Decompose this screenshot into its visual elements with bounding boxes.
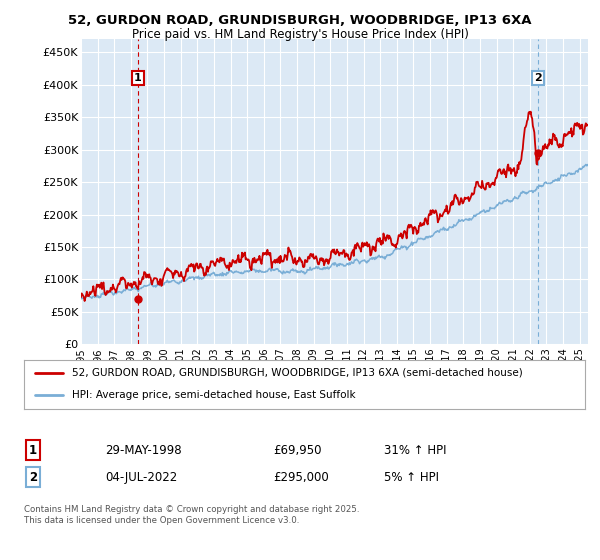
- Text: 5% ↑ HPI: 5% ↑ HPI: [384, 470, 439, 484]
- Text: £295,000: £295,000: [273, 470, 329, 484]
- Text: 52, GURDON ROAD, GRUNDISBURGH, WOODBRIDGE, IP13 6XA (semi-detached house): 52, GURDON ROAD, GRUNDISBURGH, WOODBRIDG…: [71, 368, 523, 378]
- Text: Contains HM Land Registry data © Crown copyright and database right 2025.
This d: Contains HM Land Registry data © Crown c…: [24, 505, 359, 525]
- Text: Price paid vs. HM Land Registry's House Price Index (HPI): Price paid vs. HM Land Registry's House …: [131, 28, 469, 41]
- Text: 29-MAY-1998: 29-MAY-1998: [105, 444, 182, 457]
- Text: 31% ↑ HPI: 31% ↑ HPI: [384, 444, 446, 457]
- Text: 52, GURDON ROAD, GRUNDISBURGH, WOODBRIDGE, IP13 6XA: 52, GURDON ROAD, GRUNDISBURGH, WOODBRIDG…: [68, 14, 532, 27]
- Text: 1: 1: [134, 73, 142, 83]
- Text: 2: 2: [534, 73, 542, 83]
- Text: £69,950: £69,950: [273, 444, 322, 457]
- Text: 2: 2: [29, 470, 37, 484]
- Text: 1: 1: [29, 444, 37, 457]
- Text: HPI: Average price, semi-detached house, East Suffolk: HPI: Average price, semi-detached house,…: [71, 390, 355, 400]
- Text: 04-JUL-2022: 04-JUL-2022: [105, 470, 177, 484]
